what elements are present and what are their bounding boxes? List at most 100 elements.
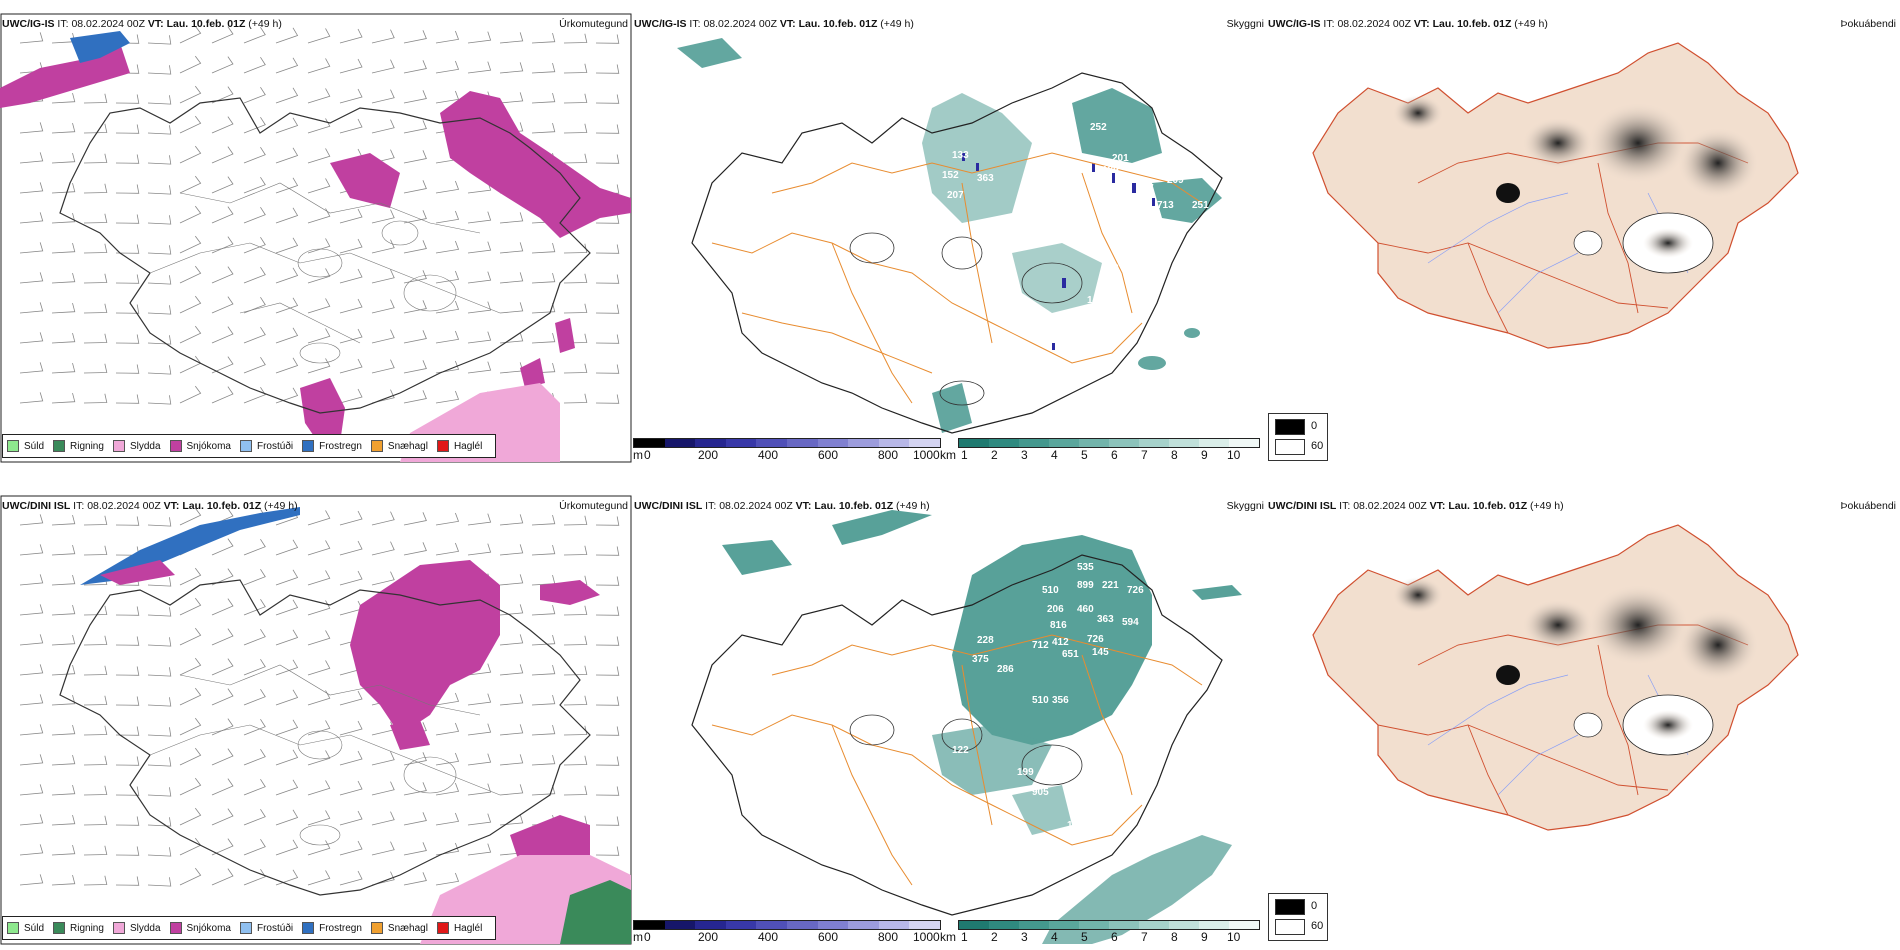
wind-barb — [115, 726, 140, 736]
wind-barb — [179, 265, 202, 284]
wind-barb — [307, 58, 331, 74]
legend-swatch-black — [1275, 899, 1305, 915]
wind-barb — [403, 752, 427, 766]
wind-barb — [403, 360, 427, 374]
wind-barb — [211, 356, 234, 374]
legend-swatch-black — [1275, 419, 1305, 435]
wind-barb — [19, 182, 44, 194]
wind-barb — [595, 846, 620, 856]
wind-barb — [211, 326, 234, 344]
wind-barb — [179, 115, 202, 134]
wind-barb — [531, 694, 556, 706]
wind-barb — [211, 808, 234, 826]
legend-item: Súld — [7, 440, 44, 452]
wind-barb — [51, 242, 76, 254]
visibility-value-label: 206 — [1047, 604, 1064, 615]
wind-barb — [531, 604, 556, 616]
wind-barb — [147, 305, 172, 315]
wind-barb — [307, 148, 331, 164]
wind-barb — [19, 844, 44, 856]
wind-barb — [19, 302, 44, 314]
wind-barb — [403, 120, 427, 134]
wind-barb — [403, 90, 427, 104]
wind-barb — [115, 876, 140, 886]
visibility-value-label: 207 — [947, 190, 964, 201]
visibility-value-label: 145 — [1092, 647, 1109, 658]
wind-barb — [51, 754, 76, 766]
wind-barb — [595, 786, 620, 796]
cloud-map-bottom — [1312, 524, 1799, 831]
visibility-value-label: 209 — [1167, 175, 1184, 186]
wind-barb — [51, 664, 76, 676]
legend-item: Haglél — [436, 922, 482, 934]
visibility-value-label: 182 — [1102, 263, 1119, 274]
visibility-value-label: 594 — [1122, 617, 1139, 628]
legend-item: Haglél — [436, 440, 482, 452]
wind-barb — [467, 663, 492, 676]
wind-barb — [275, 207, 299, 224]
wind-barb — [499, 574, 524, 586]
visibility-value-label: 535 — [1077, 562, 1094, 573]
visibility-value-label: 152 — [942, 170, 959, 181]
visibility-value-label: 122 — [1057, 762, 1074, 773]
wind-barb — [595, 64, 620, 74]
wind-barb — [179, 145, 202, 164]
wind-barb — [307, 268, 331, 284]
wind-barb — [371, 541, 395, 556]
wind-barb — [499, 634, 524, 646]
wind-barb — [179, 777, 202, 796]
wind-barb — [211, 838, 234, 856]
wind-barb — [339, 810, 363, 826]
cloud-map-top — [1312, 42, 1799, 349]
visibility-value-label: 726 — [1087, 634, 1104, 645]
visibility-value-label: 252 — [1090, 122, 1107, 133]
legend-item: Snjókoma — [169, 922, 231, 934]
wind-barb — [531, 724, 556, 736]
wind-barb — [307, 358, 331, 374]
wind-barb — [115, 606, 140, 616]
wind-barb — [307, 750, 331, 766]
wind-barb — [83, 875, 108, 886]
wind-barb — [531, 272, 556, 284]
legend-item: Súld — [7, 922, 44, 934]
wind-barb — [115, 154, 140, 164]
wind-barb — [243, 236, 266, 254]
wind-barb — [243, 538, 266, 556]
wind-barb — [499, 62, 524, 74]
wind-barb — [115, 214, 140, 224]
wind-barb — [371, 209, 395, 224]
wind-barb — [531, 32, 556, 44]
wind-barb — [147, 727, 172, 737]
wind-barb — [147, 847, 172, 857]
wind-barb — [595, 334, 620, 344]
visibility-panel-bottom: 535 899 221 726 510 206 460 816 363 594 726 712 412 1… — [632, 495, 1268, 945]
wind-barb — [243, 568, 266, 586]
wind-barb — [275, 267, 299, 284]
wind-barb — [371, 359, 395, 374]
wind-barb — [371, 59, 395, 74]
precip-legend: Súld Rigning Slydda Snjókoma Frostúði Fr… — [2, 434, 497, 458]
wind-barb — [499, 724, 524, 736]
wind-barb — [275, 719, 299, 736]
visibility-value-label: 143 — [947, 245, 964, 256]
wind-barb — [307, 660, 331, 676]
panel-title: UWC/DINI ISL IT: 08.02.2024 00Z VT: Lau.… — [634, 500, 930, 512]
wind-barb — [339, 780, 363, 796]
wind-barb — [531, 784, 556, 796]
wind-barb — [19, 212, 44, 224]
wind-barb — [307, 840, 331, 856]
cloud-panel-top: Þokuábendi 0 60 — [1268, 13, 1900, 463]
wind-barb — [403, 812, 427, 826]
precip-type-panel-top: UWC/IG-IS IT: 08.02.2024 00Z VT: Lau. 10… — [0, 13, 632, 463]
wind-barb — [467, 843, 492, 856]
wind-barb — [563, 393, 588, 404]
wind-barb — [19, 874, 44, 886]
wind-barb — [339, 510, 363, 526]
wind-barb — [435, 210, 460, 224]
wind-barb — [595, 606, 620, 616]
precip-map-bottom — [0, 495, 632, 945]
wind-barb — [179, 175, 202, 194]
visibility-colorbar: km 1 2 3 4 5 6 7 8 9 10 — [940, 920, 1260, 944]
visibility-value-label: 286 — [997, 664, 1014, 675]
wind-barb — [339, 58, 363, 74]
